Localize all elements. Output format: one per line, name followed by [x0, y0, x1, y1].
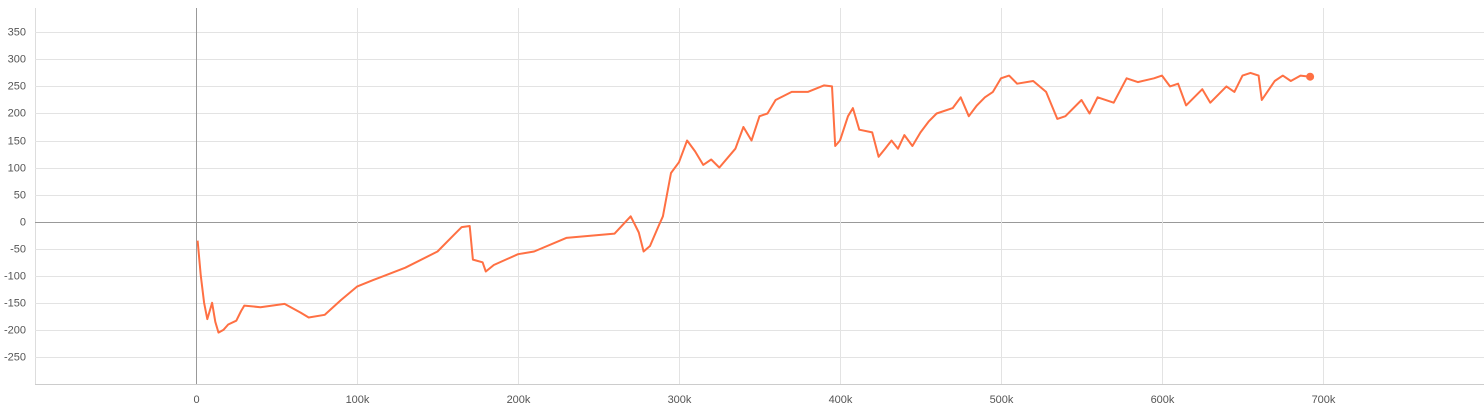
- y-tick-label: 200: [8, 107, 26, 119]
- x-tick-label: 600k: [1151, 394, 1175, 406]
- y-tick-label: -200: [4, 324, 26, 336]
- y-tick-label: 150: [8, 135, 26, 147]
- x-tick-label: 400k: [829, 394, 853, 406]
- y-tick-label: 350: [8, 26, 26, 38]
- x-tick-label: 500k: [990, 394, 1014, 406]
- y-tick-label: 250: [8, 80, 26, 92]
- x-tick-label: 0: [193, 394, 199, 406]
- x-tick-label: 100k: [346, 394, 370, 406]
- x-tick-label: 200k: [507, 394, 531, 406]
- y-tick-label: 300: [8, 53, 26, 65]
- y-tick-label: 0: [20, 216, 26, 228]
- series-line: [196, 71, 1311, 334]
- y-tick-label: -50: [10, 243, 26, 255]
- y-tick-label: -150: [4, 297, 26, 309]
- y-tick-label: -250: [4, 351, 26, 363]
- last-point: [1306, 72, 1315, 81]
- x-tick-label: 700k: [1312, 394, 1336, 406]
- y-tick-label: -100: [4, 270, 26, 282]
- y-tick-label: 100: [8, 162, 26, 174]
- x-tick-label: 300k: [668, 394, 692, 406]
- y-tick-label: 50: [14, 189, 26, 201]
